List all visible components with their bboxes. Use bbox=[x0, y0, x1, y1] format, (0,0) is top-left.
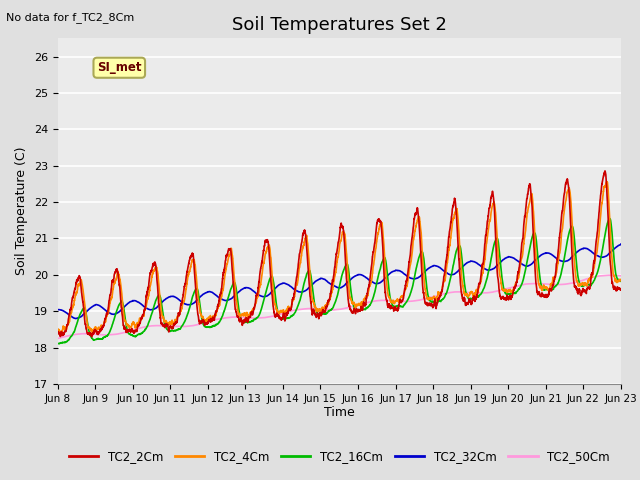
Text: No data for f_TC2_8Cm: No data for f_TC2_8Cm bbox=[6, 12, 134, 23]
Title: Soil Temperatures Set 2: Soil Temperatures Set 2 bbox=[232, 16, 447, 34]
Text: SI_met: SI_met bbox=[97, 61, 141, 74]
X-axis label: Time: Time bbox=[324, 407, 355, 420]
Y-axis label: Soil Temperature (C): Soil Temperature (C) bbox=[15, 147, 28, 276]
Legend: TC2_2Cm, TC2_4Cm, TC2_16Cm, TC2_32Cm, TC2_50Cm: TC2_2Cm, TC2_4Cm, TC2_16Cm, TC2_32Cm, TC… bbox=[64, 445, 614, 468]
